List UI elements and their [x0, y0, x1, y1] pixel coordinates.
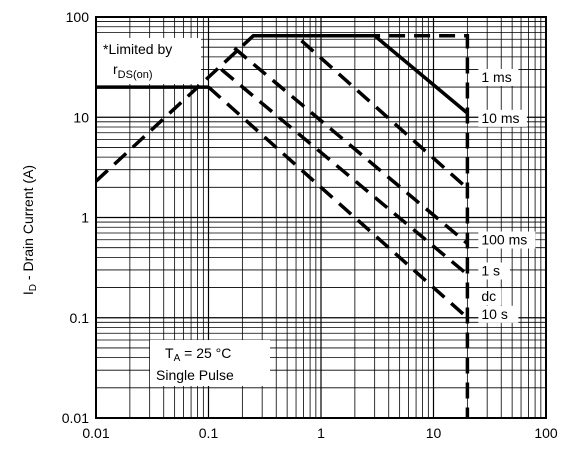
- series-label-bg: [478, 109, 527, 127]
- conditions-box: [150, 340, 270, 386]
- series-line-1-s: [220, 68, 469, 276]
- limited-by-box: [97, 38, 201, 84]
- x-tick-label: 0.1: [199, 425, 219, 441]
- series-label-bg: [478, 305, 519, 323]
- series-label: 100 ms: [481, 232, 527, 248]
- x-tick-label: 100: [534, 425, 558, 441]
- plot-frame: [95, 16, 547, 419]
- y-tick-label: 100: [66, 9, 90, 25]
- y-tick-label: 1: [81, 210, 89, 226]
- x-tick-label: 10: [426, 425, 442, 441]
- y-tick-label: 10: [73, 109, 89, 125]
- series-label-bg: [478, 68, 519, 86]
- ta-rest: = 25 °C: [180, 345, 231, 361]
- rds-r: r: [113, 61, 118, 77]
- y-tick-label: 0.01: [62, 410, 89, 426]
- series-label: dc: [481, 288, 496, 304]
- series-label-bg: [478, 262, 510, 280]
- series-line-10-s: [207, 85, 469, 320]
- y-axis-label-rest: - Drain Current (A): [20, 165, 36, 284]
- rds-sub: DS(on): [118, 69, 153, 81]
- tick-labels: 0.01 0.1 1 10 100 0.01 0.1 1 10 100: [62, 9, 558, 441]
- series-line-dc: [94, 34, 470, 418]
- limited-by-text: *Limited by: [103, 41, 172, 57]
- x-tick-label: 1: [317, 425, 325, 441]
- ta-t: T: [165, 345, 174, 361]
- series-labels: 1 ms 10 ms 100 ms 1 s 10 s dc: [478, 68, 536, 323]
- series-line-10-ms: [253, 34, 469, 190]
- y-axis-label-prefix: I: [20, 291, 36, 295]
- series-label: 10 s: [481, 306, 507, 322]
- ta-sub: A: [174, 353, 181, 364]
- y-axis-label: ID - Drain Current (A): [20, 165, 39, 295]
- series-line-100-ms: [233, 46, 469, 245]
- single-pulse-label: Single Pulse: [156, 367, 234, 383]
- y-axis-label-sub: D: [28, 284, 39, 291]
- chart-series: [94, 34, 470, 418]
- ta-label: TA = 25 °C: [165, 345, 231, 364]
- y-tick-label: 0.1: [70, 310, 90, 326]
- series-label-bg: [478, 288, 502, 306]
- series-label: 1 ms: [481, 69, 511, 85]
- series-label-bg: [478, 231, 536, 249]
- x-tick-label: 0.01: [82, 425, 109, 441]
- series-label: 10 ms: [481, 110, 519, 126]
- rds-on-label: rDS(on): [113, 61, 153, 81]
- series-label: 1 s: [481, 263, 500, 279]
